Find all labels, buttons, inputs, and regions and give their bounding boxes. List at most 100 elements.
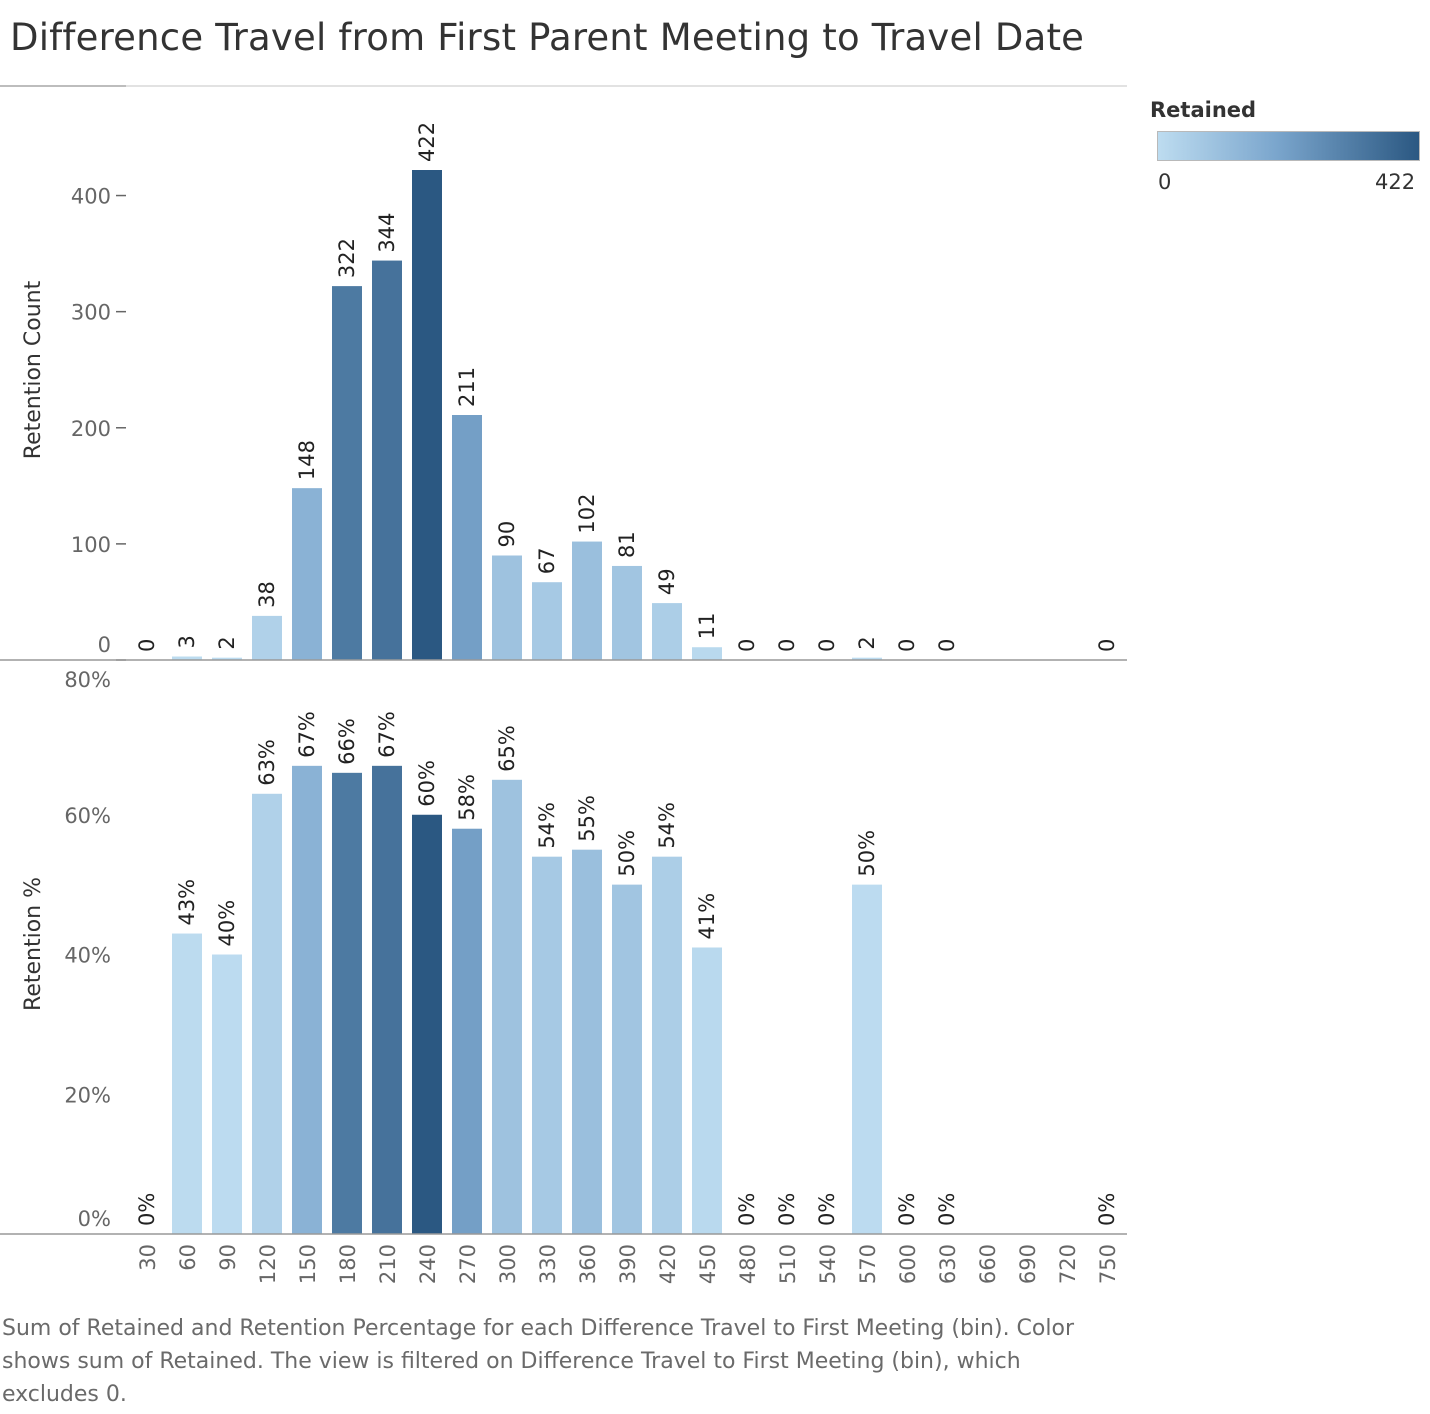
percent-bar-150[interactable] (292, 765, 322, 1234)
count-y-tick-label: 200 (71, 417, 111, 441)
count-bar-300[interactable] (492, 555, 522, 660)
count-data-label-600: 0 (895, 639, 919, 652)
x-tick-label-420: 420 (656, 1244, 680, 1284)
percent-data-label-630: 0% (935, 1193, 959, 1226)
count-bar-90[interactable] (212, 657, 242, 660)
x-tick-label-690: 690 (1016, 1244, 1040, 1284)
count-bar-390[interactable] (612, 565, 642, 660)
count-data-label-210: 344 (375, 212, 399, 252)
percent-data-label-330: 54% (535, 802, 559, 849)
x-tick-label-300: 300 (496, 1244, 520, 1284)
count-data-label-510: 0 (775, 639, 799, 652)
percent-data-label-450: 41% (695, 893, 719, 940)
x-tick-label-90: 90 (216, 1244, 240, 1271)
percent-data-label-210: 67% (375, 711, 399, 758)
percent-data-label-540: 0% (815, 1193, 839, 1226)
count-bar-210[interactable] (372, 260, 402, 660)
percent-data-label-420: 54% (655, 802, 679, 849)
count-bar-180[interactable] (332, 286, 362, 660)
percent-bar-90[interactable] (212, 954, 242, 1235)
count-data-label-360: 102 (575, 493, 599, 533)
count-data-label-390: 81 (615, 531, 639, 558)
count-bar-240[interactable] (412, 170, 442, 660)
count-data-label-90: 2 (215, 636, 239, 649)
count-data-label-540: 0 (815, 639, 839, 652)
x-tick-label-660: 660 (976, 1244, 1000, 1284)
x-tick-label-180: 180 (336, 1244, 360, 1284)
count-data-label-450: 11 (695, 612, 719, 639)
percent-y-tick-label: 80% (64, 668, 111, 692)
x-tick-label-450: 450 (696, 1244, 720, 1284)
x-tick-label-480: 480 (736, 1244, 760, 1284)
retention-percent-panel: 0% 20% 40% 60% 80% Retention % 0% 43% 40% 63% 67% 6… (21, 668, 1119, 1234)
x-tick-label-150: 150 (296, 1244, 320, 1284)
percent-bar-210[interactable] (372, 765, 402, 1234)
percent-data-label-300: 65% (495, 725, 519, 772)
count-bar-150[interactable] (292, 488, 322, 660)
count-data-label-630: 0 (935, 639, 959, 652)
percent-axis-title: Retention % (21, 877, 46, 1011)
percent-data-label-360: 55% (575, 795, 599, 842)
percent-data-label-480: 0% (735, 1193, 759, 1226)
chart-caption: Sum of Retained and Retention Percentage… (2, 1316, 1074, 1407)
count-bar-570[interactable] (852, 657, 882, 660)
x-tick-label-630: 630 (936, 1244, 960, 1284)
count-bar-270[interactable] (452, 415, 482, 660)
percent-bar-120[interactable] (252, 793, 282, 1234)
count-data-label-60: 3 (175, 635, 199, 648)
count-data-label-570: 2 (855, 636, 879, 649)
count-y-tick-label: 300 (71, 301, 111, 325)
x-tick-label-720: 720 (1056, 1244, 1080, 1284)
percent-bar-60[interactable] (172, 933, 202, 1234)
percent-bar-420[interactable] (652, 856, 682, 1234)
count-data-label-750: 0 (1095, 639, 1119, 652)
count-data-label-180: 322 (335, 238, 359, 278)
percent-bar-180[interactable] (332, 772, 362, 1234)
chart-title: Difference Travel from First Parent Meet… (10, 16, 1085, 59)
percent-y-tick-label: 40% (64, 944, 111, 968)
percent-data-label-60: 43% (175, 879, 199, 926)
x-tick-label-270: 270 (456, 1244, 480, 1284)
x-tick-label-600: 600 (896, 1244, 920, 1284)
legend-min-label: 0 (1158, 170, 1172, 194)
x-tick-label-210: 210 (376, 1244, 400, 1284)
count-bar-360[interactable] (572, 541, 602, 660)
percent-data-label-240: 60% (415, 760, 439, 807)
percent-bar-570[interactable] (852, 884, 882, 1234)
percent-bar-300[interactable] (492, 779, 522, 1234)
count-y-tick-label: 400 (71, 185, 111, 209)
count-data-label-240: 422 (415, 122, 439, 162)
legend-title: Retained (1150, 98, 1257, 122)
percent-y-tick-label: 20% (64, 1083, 111, 1107)
percent-data-label-570: 50% (855, 830, 879, 877)
count-data-label-120: 38 (255, 581, 279, 608)
legend-max-label: 422 (1375, 170, 1416, 194)
count-bar-120[interactable] (252, 615, 282, 660)
x-tick-label-330: 330 (536, 1244, 560, 1284)
count-data-label-300: 90 (495, 521, 519, 548)
x-tick-label-540: 540 (816, 1244, 840, 1284)
percent-bar-330[interactable] (532, 856, 562, 1234)
percent-bar-450[interactable] (692, 947, 722, 1234)
percent-data-label-90: 40% (215, 900, 239, 947)
percent-bar-270[interactable] (452, 828, 482, 1234)
count-bar-450[interactable] (692, 647, 722, 660)
percent-data-label-600: 0% (895, 1193, 919, 1226)
percent-data-label-750: 0% (1095, 1193, 1119, 1226)
x-tick-label-120: 120 (256, 1244, 280, 1284)
x-tick-label-570: 570 (856, 1244, 880, 1284)
count-bar-420[interactable] (652, 603, 682, 660)
count-data-label-150: 148 (295, 440, 319, 480)
count-data-label-480: 0 (735, 639, 759, 652)
percent-y-tick-label: 0% (78, 1207, 111, 1231)
count-data-label-30: 0 (135, 639, 159, 652)
x-tick-label-30: 30 (136, 1244, 160, 1271)
percent-bar-240[interactable] (412, 814, 442, 1234)
count-bar-60[interactable] (172, 656, 202, 660)
count-bar-330[interactable] (532, 582, 562, 660)
percent-bar-390[interactable] (612, 884, 642, 1234)
percent-bar-360[interactable] (572, 849, 602, 1234)
x-tick-label-750: 750 (1096, 1244, 1120, 1284)
